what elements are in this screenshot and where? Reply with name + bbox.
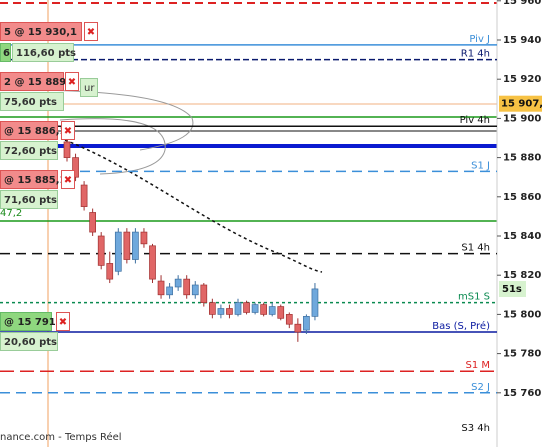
order-pts: 71,60 pts [0,190,58,209]
order-qty: 6 [0,43,11,62]
tick-label: 15 840 [503,231,541,242]
close-button[interactable]: ✖ [84,22,98,41]
candle-body [191,284,199,296]
tick-label: 15 900 [503,113,541,124]
candle-body [123,231,131,260]
last-price-badge [499,95,542,112]
tick-label: 15 960 [503,0,541,7]
order-pts: 20,60 pts [0,332,58,351]
level-label: mS1 S [458,292,490,303]
order-tag: ur [80,78,98,97]
candle-body [157,280,165,296]
close-button[interactable]: ✖ [61,170,75,189]
order-price: @ 15 886,1 [0,121,67,140]
level-label: S3 4h [461,423,490,434]
order-price: 2 @ 15 889,1 [0,72,77,91]
candle-body [97,235,105,266]
candle-body [268,306,276,315]
candle-body [294,323,302,333]
order-pts: 72,60 pts [0,141,58,160]
order-price: @ 15 885,1 [0,170,67,189]
tick-label: 15 820 [503,270,541,281]
tick-label: 15 940 [503,35,541,46]
timer-label: 51s [502,284,522,295]
candle-body [149,245,156,280]
order-price: 5 @ 15 930,1 [0,22,82,41]
candle-body [226,308,233,315]
candle-body [132,231,139,260]
order-pts: 75,60 pts [0,92,64,111]
tick-label: 15 860 [503,192,541,203]
close-button[interactable]: ✖ [65,72,79,91]
candle-body [166,286,173,296]
level-label: S1 J [471,160,490,171]
footer: nance.com - Temps Réel [0,432,122,443]
close-button[interactable]: ✖ [61,121,75,140]
moving-average [64,139,323,273]
level-label: S2 J [471,382,490,393]
level-label: Piv J [469,34,490,45]
candle-body [234,302,242,315]
candle-body [243,302,250,313]
timer-badge [499,281,526,297]
candle-body [89,212,97,233]
candle-body [251,304,259,313]
candle-body [106,263,114,280]
tick-label: 15 780 [503,349,541,360]
order-pts: 116,60 pts [12,43,76,62]
candle-body [63,141,71,158]
tick-label: 15 800 [503,309,541,320]
candle-body [174,278,182,288]
order-price: @ 15 791,5 [0,312,67,331]
last-price-label: 15 907,5 [501,99,542,110]
candle-body [311,288,319,317]
candle-body [217,308,225,315]
close-button[interactable]: ✖ [56,312,70,331]
candle-body [303,316,310,331]
candle-body [260,304,267,315]
candle-body [277,306,285,319]
level-label: Piv 4h [460,115,490,126]
level-label: S1 4h [461,243,490,254]
candle-body [72,157,79,178]
level-label: R1 4h [461,49,490,60]
candle-body [209,302,216,315]
candle-body [80,184,88,207]
candle-body [140,231,148,245]
curve [59,118,166,175]
tick-label: 15 880 [503,153,541,164]
candle-body [183,278,191,296]
tick-label: 15 920 [503,74,541,85]
level-label: S1 M [465,360,490,371]
tick-label: 15 760 [503,388,541,399]
level-label: Bas (S, Pré) [432,320,490,332]
order-note: 47,2 [0,208,23,219]
candle-body [114,231,122,272]
candle-body [285,314,293,325]
candle-body [200,284,208,303]
